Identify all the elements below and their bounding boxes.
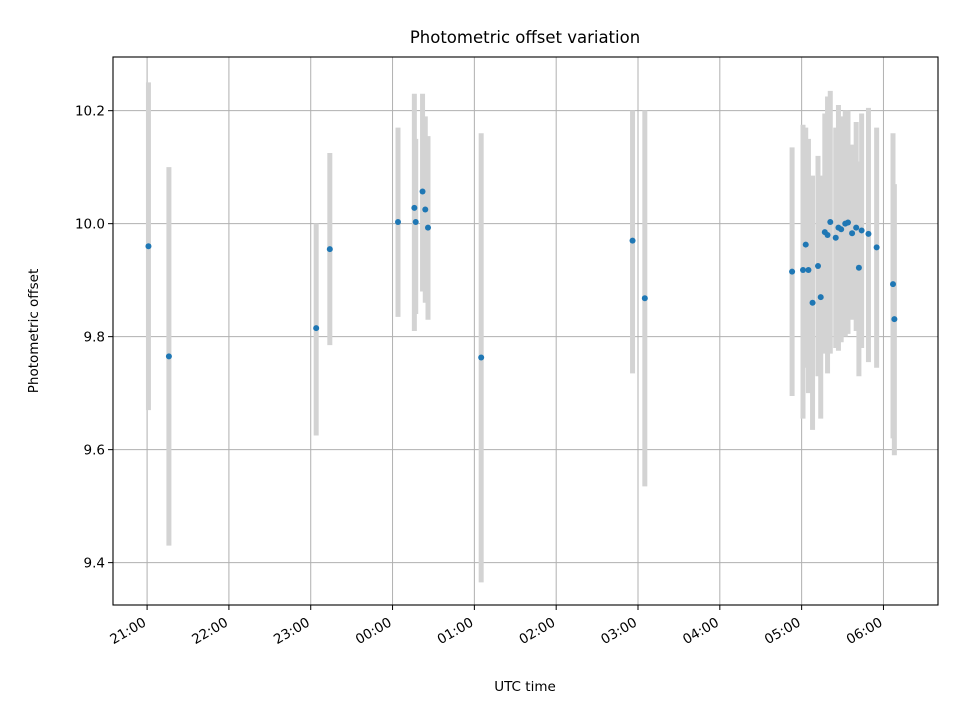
data-point xyxy=(800,266,806,273)
x-tick-label: 04:00 xyxy=(680,615,722,648)
data-point xyxy=(891,316,898,323)
y-tick-label: 10.0 xyxy=(75,217,105,233)
data-point xyxy=(849,230,856,237)
data-point xyxy=(805,266,812,273)
errorbar-layer xyxy=(145,82,897,583)
data-point xyxy=(789,268,796,275)
x-tick-label: 23:00 xyxy=(271,615,313,648)
data-point xyxy=(855,264,862,271)
x-tick-label: 05:00 xyxy=(762,615,804,648)
data-point xyxy=(890,281,896,288)
x-tick-label: 02:00 xyxy=(516,615,558,648)
y-tick-label: 9.6 xyxy=(84,443,105,459)
data-point xyxy=(824,231,831,238)
data-point xyxy=(145,243,152,250)
data-point xyxy=(313,325,320,332)
data-point xyxy=(411,204,418,211)
x-tick-label: 21:00 xyxy=(107,615,149,648)
data-point xyxy=(853,224,860,231)
data-point xyxy=(858,227,865,234)
point-layer xyxy=(145,188,898,361)
chart-title: Photometric offset variation xyxy=(410,28,640,47)
data-point xyxy=(641,295,648,302)
x-tick-label: 06:00 xyxy=(844,615,886,648)
data-point xyxy=(629,237,636,244)
data-point xyxy=(827,218,834,225)
data-point xyxy=(425,224,431,231)
x-axis-label: UTC time xyxy=(494,679,556,695)
data-point xyxy=(165,353,172,360)
x-tick-label: 22:00 xyxy=(189,615,231,648)
data-point xyxy=(802,241,809,248)
y-tick-label: 10.2 xyxy=(75,104,105,120)
x-tick-label: 00:00 xyxy=(353,615,395,648)
data-point xyxy=(419,188,426,195)
data-point xyxy=(873,244,880,251)
data-point xyxy=(817,294,824,301)
data-point xyxy=(326,246,333,253)
y-tick-label: 9.4 xyxy=(84,556,105,572)
x-tick-label: 01:00 xyxy=(435,615,477,648)
data-point xyxy=(809,299,816,306)
data-point xyxy=(478,354,485,361)
data-point xyxy=(422,206,429,213)
data-point xyxy=(865,230,872,237)
y-tick-label: 9.8 xyxy=(84,330,105,346)
data-point xyxy=(395,218,401,225)
plot-frame xyxy=(112,56,939,606)
x-tick-layer: 21:00 22:00 23:00 00:00 01:00 02:00 03:00 04:00… xyxy=(107,605,885,648)
x-tick-label: 03:00 xyxy=(598,615,640,648)
data-point xyxy=(845,219,851,226)
data-point xyxy=(838,226,845,233)
data-point xyxy=(412,218,419,225)
data-point xyxy=(832,234,839,241)
data-point xyxy=(815,263,821,270)
y-axis-label: Photometric offset xyxy=(26,269,42,393)
y-tick-layer: 9.4 9.6 9.8 10.0 10.2 xyxy=(75,104,113,572)
